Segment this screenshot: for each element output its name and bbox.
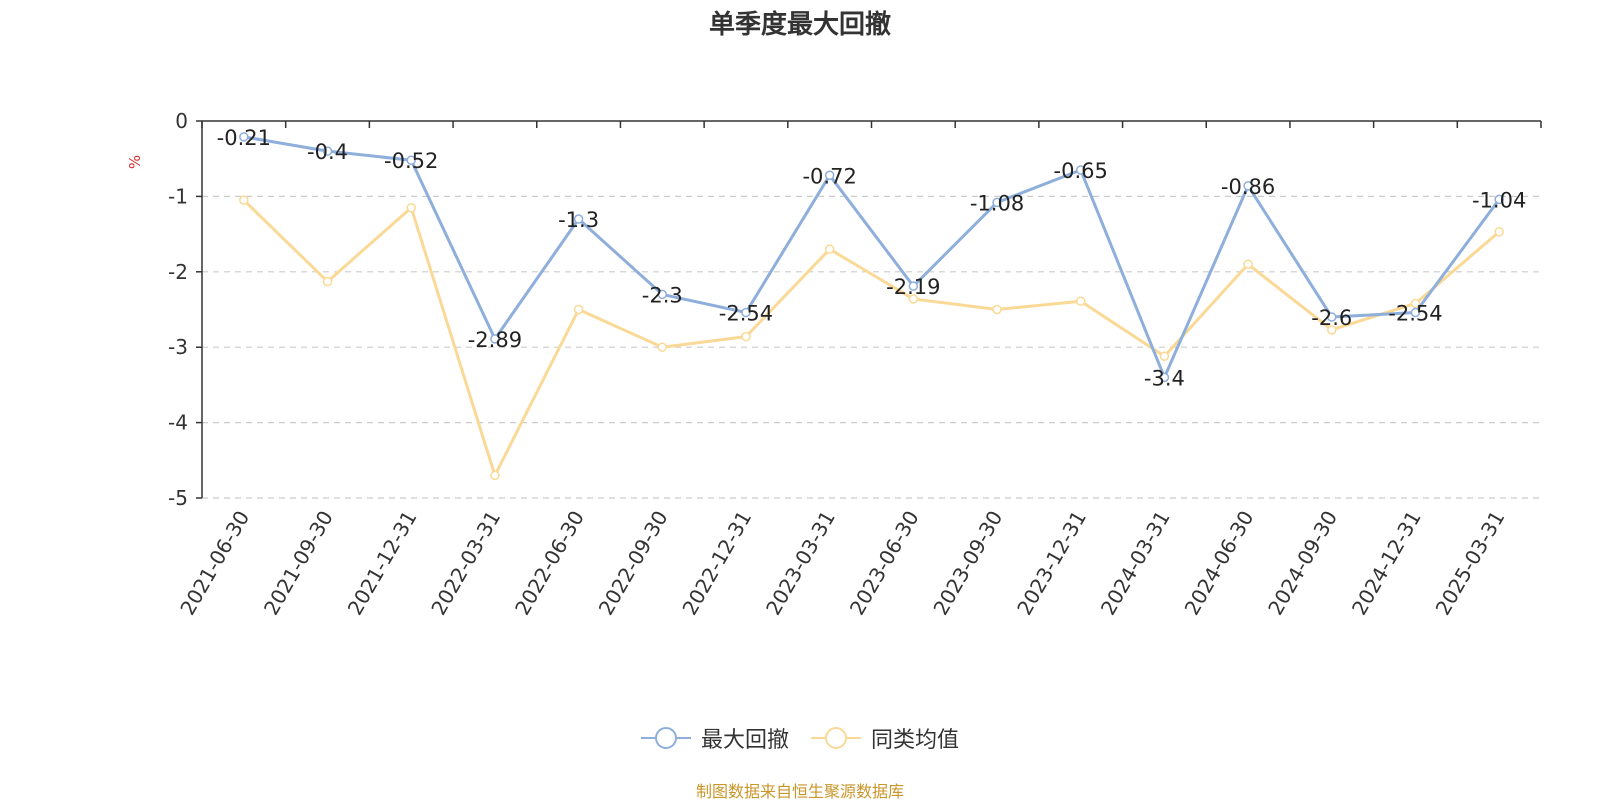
data-point[interactable]: [1243, 181, 1253, 191]
data-point[interactable]: [1075, 296, 1086, 306]
data-label: -0.65: [1054, 159, 1108, 183]
x-tick-label: 2024-09-30: [1263, 507, 1342, 620]
data-label: -0.4: [307, 140, 348, 164]
data-labels: -0.21 -0.4 -0.52 -2.89 -1.3 -2.3 -2.54 -0.72 -2.…: [217, 126, 1527, 391]
x-tick-label: 2025-03-31: [1431, 507, 1510, 620]
x-tick-label: 2022-12-31: [677, 507, 756, 620]
legend-symbol-peer-average: [811, 727, 861, 749]
data-label: -2.54: [719, 302, 773, 326]
x-tick-label: 2023-09-30: [928, 507, 1007, 620]
data-point[interactable]: [1243, 259, 1253, 270]
legend-label-max-drawdown: 最大回撤: [700, 728, 789, 753]
data-point[interactable]: [573, 214, 584, 224]
x-tick-label: 2022-09-30: [594, 507, 673, 620]
data-label: -1.3: [558, 208, 599, 232]
data-label: -2.89: [468, 328, 522, 352]
data-point[interactable]: [1410, 307, 1421, 318]
source-note: 制图数据来自恒生聚源数据库: [695, 782, 904, 801]
data-label: -2.19: [886, 275, 940, 299]
data-label: -0.52: [384, 149, 438, 173]
data-point[interactable]: [741, 307, 751, 318]
data-point[interactable]: [490, 334, 500, 344]
data-point[interactable]: [573, 304, 584, 315]
legend: 最大回撤 同类均值: [0, 722, 1600, 754]
data-point[interactable]: [490, 470, 500, 481]
data-point[interactable]: [992, 197, 1002, 208]
series-line: [243, 135, 1501, 379]
data-point[interactable]: [657, 289, 668, 300]
data-point[interactable]: [239, 195, 249, 205]
data-point[interactable]: [1159, 351, 1170, 361]
x-tick-label: 2024-03-31: [1096, 507, 1175, 620]
x-tick-label: 2023-12-31: [1012, 507, 1091, 620]
data-point[interactable]: [741, 331, 751, 342]
data-label: -2.3: [642, 283, 683, 307]
x-tick-label: 2023-06-30: [845, 507, 924, 620]
data-point[interactable]: [1075, 165, 1086, 175]
data-point[interactable]: [1159, 372, 1170, 383]
data-point[interactable]: [322, 146, 333, 156]
x-tick-label: 2023-03-31: [761, 507, 840, 620]
legend-item-peer-average[interactable]: 同类均值: [811, 722, 959, 754]
data-label: -1.08: [970, 191, 1024, 215]
legend-label-peer-average: 同类均值: [871, 728, 960, 753]
series-lines: [239, 132, 1504, 481]
x-tick-label: 2021-06-30: [175, 507, 254, 620]
data-point[interactable]: [1410, 298, 1421, 309]
grid-lines: [202, 195, 1541, 499]
legend-symbol-max-drawdown: [640, 727, 691, 749]
x-tick-label: 2021-12-31: [343, 507, 422, 620]
y-tick-label: -4: [168, 411, 188, 435]
data-point[interactable]: [657, 342, 668, 352]
data-point[interactable]: [908, 294, 919, 304]
y-tick-label: 0: [175, 109, 188, 133]
data-label: -2.54: [1388, 302, 1442, 326]
data-label: -1.04: [1472, 188, 1526, 212]
data-point[interactable]: [992, 304, 1002, 315]
data-label: -0.21: [217, 126, 271, 150]
data-point[interactable]: [1327, 312, 1337, 322]
x-tick-label: 2022-06-30: [510, 507, 589, 620]
data-point[interactable]: [1494, 227, 1504, 237]
y-tick-label: -2: [168, 260, 188, 284]
data-label: -3.4: [1144, 366, 1185, 390]
data-point[interactable]: [406, 155, 416, 165]
y-axis-label: %: [126, 155, 144, 169]
data-point[interactable]: [1327, 325, 1337, 335]
legend-item-max-drawdown[interactable]: 最大回撤: [640, 722, 789, 754]
data-point[interactable]: [406, 202, 416, 213]
data-point[interactable]: [239, 132, 249, 142]
data-point[interactable]: [824, 244, 835, 254]
data-label: -2.6: [1311, 306, 1352, 330]
x-tick-label: 2021-09-30: [259, 507, 338, 620]
line-chart: 0 -1 -2 -3 -4 -5% 2021-06-30 2021-09-30 2021-12-…: [126, 109, 1542, 620]
data-label: -0.72: [802, 164, 856, 188]
x-tick-label: 2024-12-31: [1347, 507, 1426, 620]
data-point[interactable]: [908, 281, 919, 291]
data-point[interactable]: [322, 276, 333, 287]
data-point[interactable]: [824, 170, 835, 181]
x-tick-label: 2024-06-30: [1180, 507, 1259, 620]
chart-title: 单季度最大回撤: [708, 10, 891, 40]
y-tick-label: -5: [168, 486, 188, 510]
data-point[interactable]: [1494, 194, 1504, 205]
x-tick-label: 2022-03-31: [426, 507, 505, 620]
data-label: -0.86: [1221, 175, 1275, 199]
y-tick-label: -1: [168, 184, 188, 208]
series-line: [242, 199, 1501, 477]
y-tick-label: -3: [168, 335, 188, 359]
